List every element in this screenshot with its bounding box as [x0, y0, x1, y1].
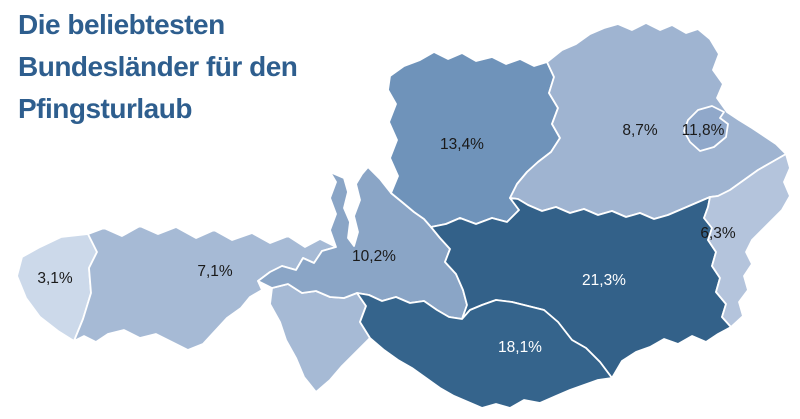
title-line-1: Die beliebtesten [18, 9, 225, 40]
label-vorarlberg: 3,1% [37, 270, 73, 287]
region-steiermark [430, 196, 732, 379]
label-burgenland: 6,3% [700, 225, 736, 242]
region-tirol-east [269, 283, 371, 393]
label-kaernten: 18,1% [498, 339, 542, 356]
map-labels: 3,1% 7,1% 10,2% 13,4% 8,7% 11,8% 6,3% 21… [37, 122, 736, 356]
title-line-3: Pfingsturlaub [18, 93, 192, 124]
page-title: Die beliebtesten Bundesländer für den Pf… [18, 4, 298, 130]
label-wien: 11,8% [682, 122, 725, 139]
region-kaernten [356, 292, 613, 409]
label-salzburg: 10,2% [352, 248, 396, 265]
region-burgenland [703, 153, 791, 328]
map-regions [16, 22, 791, 409]
region-wien [683, 105, 729, 152]
label-tirol: 7,1% [197, 263, 233, 280]
label-steiermark: 21,3% [582, 272, 626, 289]
title-line-2: Bundesländer für den [18, 51, 298, 82]
label-oberoesterreich: 13,4% [440, 136, 484, 153]
label-niederoesterreich: 8,7% [622, 122, 658, 139]
